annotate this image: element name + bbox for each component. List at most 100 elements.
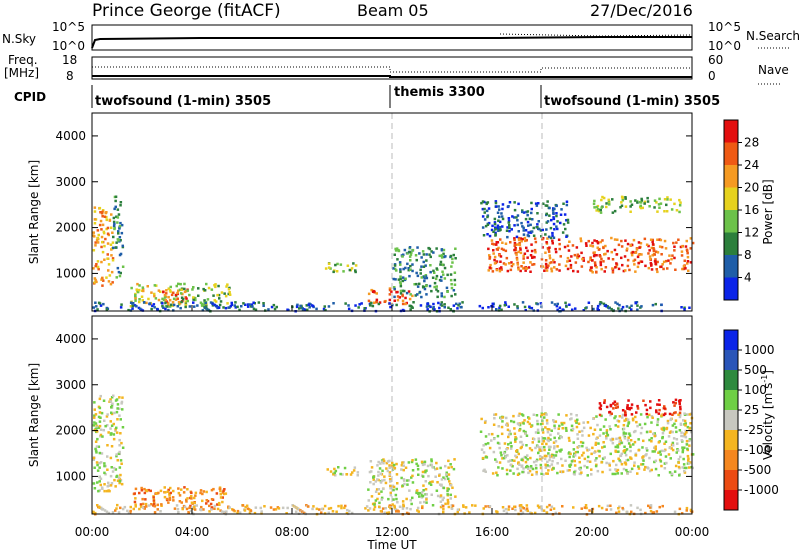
data-cell	[332, 302, 335, 305]
data-cell	[111, 402, 114, 405]
data-cell	[305, 504, 308, 507]
data-cell	[101, 250, 105, 254]
data-cell	[435, 285, 438, 288]
data-cell	[435, 247, 438, 250]
data-cell	[203, 289, 207, 292]
data-cell	[488, 446, 492, 450]
data-cell	[538, 446, 541, 449]
data-cell	[267, 308, 270, 311]
data-cell	[383, 478, 386, 482]
data-cell	[517, 236, 521, 240]
data-cell	[661, 263, 664, 266]
data-cell	[213, 504, 217, 508]
data-cell	[233, 304, 236, 307]
data-cell	[534, 446, 537, 450]
colorbar-swatch	[724, 430, 738, 451]
data-cell	[598, 402, 602, 405]
data-cell	[579, 466, 582, 470]
data-cell	[186, 488, 189, 491]
data-cell	[599, 263, 603, 267]
data-cell	[481, 200, 485, 203]
data-cell	[307, 303, 310, 306]
data-cell	[419, 501, 422, 504]
data-cell	[404, 277, 407, 280]
data-cell	[391, 468, 394, 471]
data-cell	[639, 413, 643, 416]
data-cell	[600, 198, 603, 202]
data-cell	[607, 198, 610, 202]
data-cell	[134, 293, 137, 297]
data-cell	[504, 249, 508, 253]
data-cell	[499, 260, 502, 263]
data-cell	[389, 491, 392, 495]
data-cell	[607, 257, 610, 260]
data-cell	[430, 459, 433, 463]
colorbar-tick-label: 20	[744, 181, 759, 195]
data-cell	[674, 268, 677, 271]
data-cell	[502, 452, 506, 455]
data-cell	[110, 254, 113, 257]
data-cell	[596, 246, 599, 249]
data-cell	[671, 424, 675, 427]
data-cell	[605, 405, 609, 409]
data-cell	[611, 258, 615, 261]
data-cell	[257, 301, 261, 304]
data-cell	[177, 511, 180, 514]
data-cell	[443, 295, 446, 299]
data-cell	[394, 247, 397, 251]
data-cell	[398, 505, 402, 508]
data-cell	[486, 233, 489, 236]
data-cell	[450, 286, 454, 290]
data-cell	[322, 307, 326, 311]
data-cell	[190, 495, 193, 498]
data-cell	[354, 269, 357, 272]
data-cell	[634, 270, 637, 273]
data-cell	[199, 301, 203, 304]
cpid-label: CPID	[14, 90, 46, 104]
data-cell	[539, 229, 543, 232]
data-cell	[629, 200, 632, 203]
data-cell	[106, 455, 109, 458]
data-cell	[505, 256, 509, 260]
data-cell	[375, 292, 378, 295]
data-cell	[517, 423, 521, 426]
data-cell	[119, 473, 122, 477]
data-cell	[562, 202, 565, 205]
data-cell	[580, 454, 584, 457]
data-cell	[680, 250, 684, 253]
data-cell	[618, 436, 622, 440]
data-cell	[549, 445, 552, 449]
data-cell	[654, 258, 657, 261]
data-cell	[323, 504, 327, 508]
data-cell	[410, 476, 413, 479]
data-cell	[116, 221, 119, 224]
data-cell	[513, 224, 516, 227]
data-cell	[577, 254, 581, 258]
data-cell	[167, 287, 170, 290]
data-cell	[536, 419, 539, 423]
data-cell	[522, 211, 526, 214]
data-cell	[517, 452, 520, 456]
data-cell	[383, 300, 386, 303]
data-cell	[615, 437, 618, 441]
data-cell	[526, 454, 529, 457]
data-cell	[423, 279, 426, 283]
data-cell	[627, 421, 631, 424]
data-cell	[608, 425, 611, 428]
data-cell	[190, 497, 193, 500]
data-cell	[92, 458, 95, 461]
data-cell	[178, 288, 182, 292]
data-cell	[650, 468, 653, 472]
data-cell	[136, 290, 140, 294]
data-cell	[484, 435, 488, 438]
data-cell	[536, 504, 540, 507]
data-cell	[549, 433, 552, 437]
data-cell	[689, 261, 693, 264]
data-cell	[678, 507, 682, 511]
data-cell	[674, 411, 677, 414]
data-cell	[648, 249, 651, 252]
data-cell	[262, 302, 265, 305]
data-cell	[577, 422, 581, 425]
data-cell	[565, 219, 568, 222]
data-cell	[236, 305, 239, 309]
